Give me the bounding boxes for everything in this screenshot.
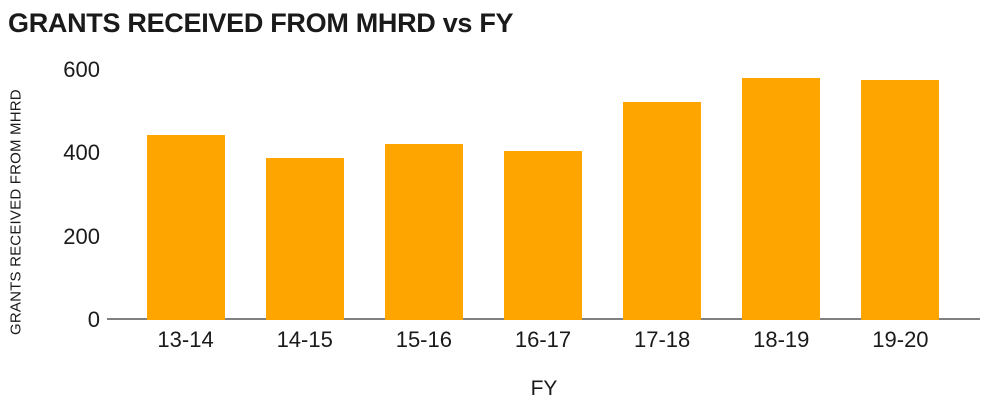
- bar-16-17: [503, 150, 582, 320]
- bar-cell: [483, 70, 602, 320]
- bar-cell: [364, 70, 483, 320]
- bar-15-16: [384, 144, 463, 320]
- y-tick-label: 400: [63, 140, 100, 166]
- x-tick-label: 15-16: [395, 327, 452, 352]
- bars-container: [126, 70, 960, 320]
- bar-cell: [722, 70, 841, 320]
- x-tick-label: 19-20: [872, 327, 929, 352]
- bar-17-18: [623, 102, 702, 320]
- x-tick-labels: 13-14 14-15 15-16 16-17 17-18 18-19 19-20: [126, 327, 960, 353]
- bar-cell: [603, 70, 722, 320]
- bar-cell: [841, 70, 960, 320]
- bar-cell: [245, 70, 364, 320]
- y-tick-label: 600: [63, 57, 100, 82]
- y-tick-label: 0: [87, 307, 100, 332]
- x-tick-label: 16-17: [514, 327, 572, 352]
- bar-13-14: [146, 135, 225, 320]
- chart-title: GRANTS RECEIVED FROM MHRD vs FY: [8, 8, 514, 38]
- y-tick-label: 200: [63, 223, 100, 249]
- bar-cell: [126, 70, 245, 320]
- bar-14-15: [265, 157, 344, 320]
- y-tick-labels: 0 200 400 600: [0, 57, 100, 332]
- bar-19-20: [861, 80, 940, 320]
- x-tick-label: 14-15: [276, 327, 333, 352]
- x-axis-title: FY: [530, 377, 558, 400]
- x-tick-label: 17-18: [633, 327, 691, 352]
- x-tick-label: 13-14: [157, 327, 214, 352]
- x-tick-label: 18-19: [753, 327, 810, 352]
- bar-18-19: [742, 78, 821, 320]
